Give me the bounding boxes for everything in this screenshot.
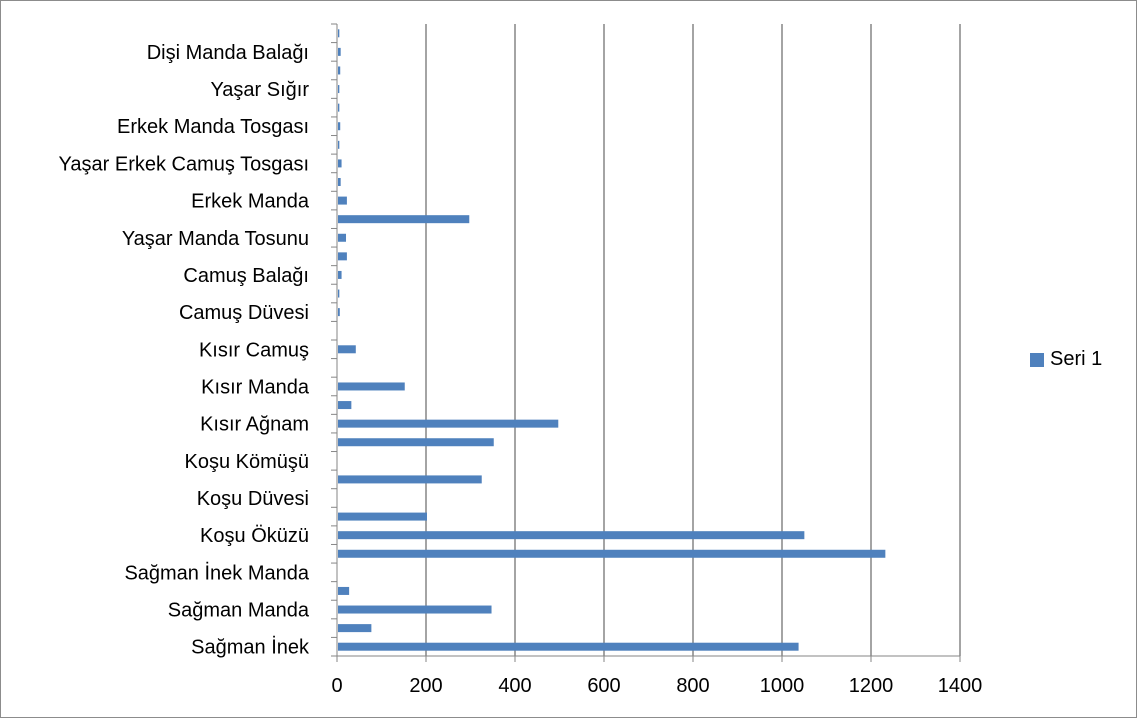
bar (338, 140, 340, 149)
bar (338, 512, 427, 521)
x-tick-label: 1400 (938, 675, 983, 697)
bar (338, 159, 342, 168)
y-category-label: Kısır Manda (201, 376, 310, 398)
y-category-label: Yaşar Manda Tosunu (122, 228, 309, 250)
bar (338, 66, 341, 75)
y-category-label: Yaşar Sığır (210, 79, 309, 101)
bar (338, 103, 340, 112)
y-category-label: Sağman İnek (191, 636, 310, 659)
bar (338, 47, 341, 56)
x-tick-label: 600 (587, 675, 620, 697)
bars (338, 29, 886, 651)
bar (338, 401, 352, 410)
y-category-label: Kısır Camuş (199, 339, 309, 361)
bar (338, 586, 350, 595)
legend-label: Seri 1 (1050, 348, 1103, 370)
bar (338, 642, 799, 651)
bar (338, 475, 482, 484)
bar (338, 29, 340, 38)
bar (338, 624, 372, 633)
y-category-label: Erkek Manda (191, 191, 310, 213)
bar (338, 215, 470, 224)
labels: 0 200 400 600 800 1000 1200 1400 Sağman İnek Sağm… (59, 42, 983, 697)
y-category-label: Camuş Düvesi (179, 302, 309, 324)
bar (338, 270, 342, 279)
legend: Seri 1 (1030, 348, 1102, 371)
gridlines (425, 24, 961, 656)
bar (338, 233, 347, 242)
bar (338, 345, 356, 354)
bar (338, 531, 805, 540)
y-category-label: Erkek Manda Tosgası (117, 116, 309, 138)
y-category-label: Sağman İnek Manda (124, 561, 309, 584)
y-category-label: Kısır Ağnam (200, 414, 309, 436)
legend-swatch (1030, 352, 1044, 367)
axes (331, 23, 961, 662)
x-tick-label: 800 (676, 675, 709, 697)
y-category-label: Sağman Manda (168, 600, 310, 622)
y-category-label: Koşu Düvesi (197, 488, 309, 510)
y-category-label: Camuş Balağı (183, 265, 309, 287)
x-tick-label: 1200 (849, 675, 894, 697)
y-category-label: Dişi Manda Balağı (147, 42, 309, 64)
bar (338, 252, 347, 261)
bar (338, 308, 340, 317)
bar (338, 178, 341, 186)
x-tick-label: 0 (331, 675, 342, 697)
x-tick-label: 200 (409, 675, 442, 697)
bar (338, 85, 340, 94)
bar (338, 438, 494, 447)
y-category-label: Koşu Öküzü (200, 525, 309, 547)
bar (338, 549, 886, 558)
bar (338, 196, 347, 205)
x-tick-label: 1000 (760, 675, 805, 697)
bar (338, 419, 559, 428)
y-category-label: Koşu Kömüşü (184, 451, 309, 473)
x-tick-label: 400 (498, 675, 531, 697)
bar (338, 289, 340, 298)
bar (338, 605, 492, 614)
y-category-label: Yaşar Erkek Camuş Tosgası (59, 153, 309, 175)
bar (338, 382, 405, 391)
bar (338, 122, 341, 131)
